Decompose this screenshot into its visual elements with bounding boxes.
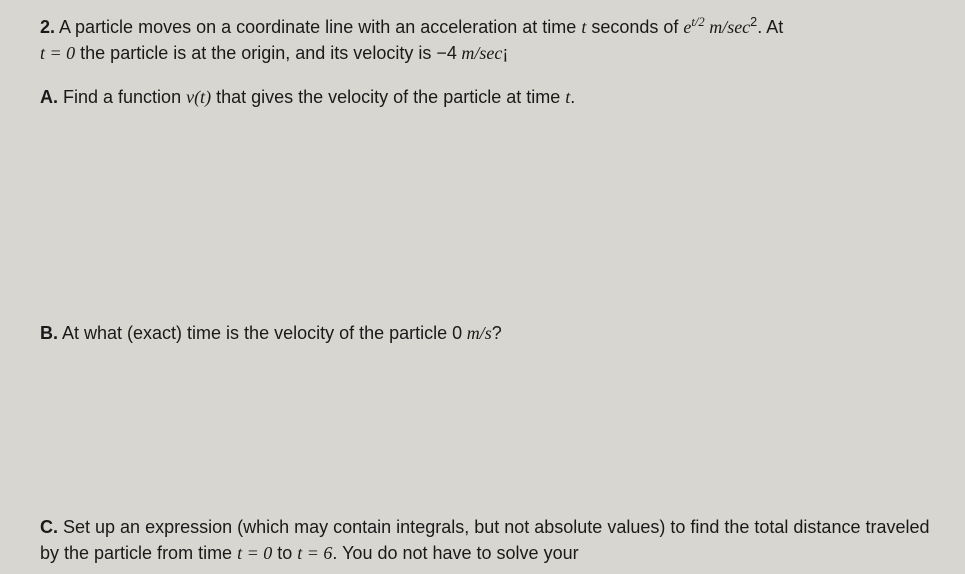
accel-exponent: t/2: [691, 15, 704, 29]
intro-text-2: seconds of: [586, 17, 683, 37]
part-c-to: to: [272, 543, 297, 563]
part-b-text-before: At what (exact) time is the velocity of …: [58, 323, 452, 343]
part-b-label: B.: [40, 323, 58, 343]
part-b-zero: 0: [452, 323, 462, 343]
part-a-func: v(t): [186, 87, 211, 107]
problem-number: 2.: [40, 17, 55, 37]
intro-text-origin: the particle is at the origin, and its v…: [75, 43, 436, 63]
part-a-end: .: [570, 87, 575, 107]
accel-units-prefix: m/sec: [705, 17, 750, 37]
part-c-label: C.: [40, 517, 58, 537]
part-b-units: m/s: [462, 323, 492, 343]
velocity-units: m/sec: [457, 43, 502, 63]
part-b: B. At what (exact) time is the velocity …: [40, 320, 937, 346]
initial-velocity: −4: [436, 43, 457, 63]
part-c-t1: t = 6: [297, 543, 332, 563]
part-a-text-after: that gives the velocity of the particle …: [211, 87, 565, 107]
initial-time: t = 0: [40, 43, 75, 63]
problem-statement: 2. A particle moves on a coordinate line…: [40, 14, 937, 66]
part-c-text2: . You do not have to solve your: [332, 543, 578, 563]
part-a: A. Find a function v(t) that gives the v…: [40, 84, 937, 110]
part-c: C. Set up an expression (which may conta…: [40, 514, 937, 566]
part-c-t0: t = 0: [237, 543, 272, 563]
page-content: 2. A particle moves on a coordinate line…: [0, 0, 965, 567]
part-a-label: A.: [40, 87, 58, 107]
part-a-text-before: Find a function: [58, 87, 186, 107]
intro-text-1: A particle moves on a coordinate line wi…: [59, 17, 581, 37]
intro-end: ¡: [502, 43, 508, 63]
intro-text-at: . At: [757, 17, 783, 37]
part-b-end: ?: [492, 323, 502, 343]
